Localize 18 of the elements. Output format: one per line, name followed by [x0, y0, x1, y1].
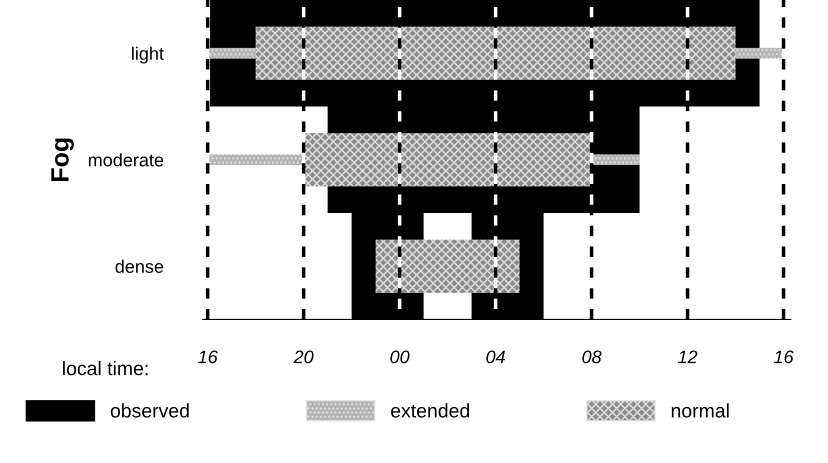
x-axis-title: local time:: [63, 361, 148, 376]
legend-label: extended: [391, 403, 469, 418]
legend-label: normal: [672, 403, 729, 418]
y-tick-label: dense: [116, 260, 164, 273]
x-tick-label: 16: [774, 350, 794, 364]
bar: [376, 240, 520, 293]
y-axis-title: Fog: [51, 138, 74, 181]
y-tick-label: light: [132, 46, 164, 64]
x-tick-label: 16: [198, 350, 218, 364]
x-tick-label: 04: [486, 350, 505, 364]
y-tick-label: moderate: [88, 153, 164, 166]
bar: [256, 26, 736, 80]
bar: [304, 133, 592, 186]
x-tick-label: 20: [293, 350, 314, 364]
x-tick-label: 00: [390, 350, 410, 364]
legend-label: observed: [110, 403, 189, 418]
x-tick-label: 08: [582, 350, 602, 364]
x-tick-label: 12: [678, 350, 698, 364]
